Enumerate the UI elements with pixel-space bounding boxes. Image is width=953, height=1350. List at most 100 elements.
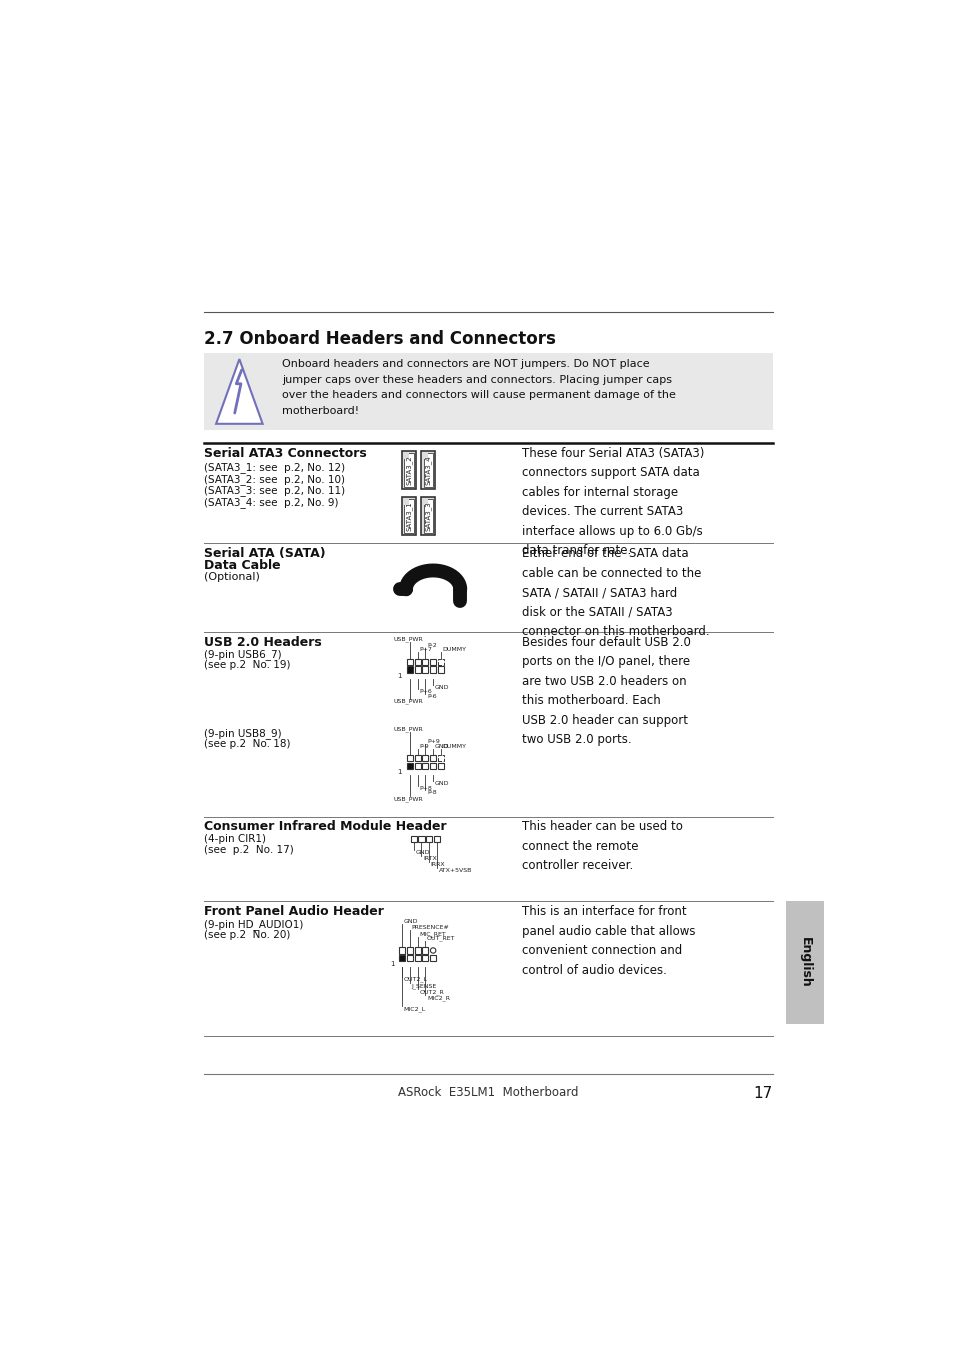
Bar <box>406 948 413 953</box>
Bar <box>423 454 433 487</box>
Bar <box>398 954 405 961</box>
Text: Data Cable: Data Cable <box>204 559 281 572</box>
Bar <box>437 667 443 672</box>
Bar <box>204 352 772 429</box>
Text: (see p.2  No. 18): (see p.2 No. 18) <box>204 738 291 749</box>
Bar <box>402 451 416 489</box>
Text: P-9: P-9 <box>418 744 429 749</box>
Bar <box>415 954 420 961</box>
Bar <box>398 948 405 953</box>
Text: (see  p.2  No. 17): (see p.2 No. 17) <box>204 845 294 855</box>
Text: (4-pin CIR1): (4-pin CIR1) <box>204 834 266 844</box>
Bar <box>406 954 413 961</box>
Text: Front Panel Audio Header: Front Panel Audio Header <box>204 904 384 918</box>
Text: MIC_RET: MIC_RET <box>418 931 445 937</box>
Polygon shape <box>216 359 262 424</box>
Text: USB_PWR: USB_PWR <box>393 796 423 802</box>
Bar <box>404 500 409 505</box>
Text: ATX+5VSB: ATX+5VSB <box>438 868 472 873</box>
Text: GND: GND <box>415 849 430 855</box>
Text: OUT2_R: OUT2_R <box>418 990 443 995</box>
Text: P-6: P-6 <box>427 694 436 699</box>
Bar <box>402 497 416 536</box>
Text: GND: GND <box>403 919 417 925</box>
Text: 1: 1 <box>390 961 394 968</box>
Bar <box>406 667 413 672</box>
Bar <box>406 659 413 664</box>
Bar <box>430 659 436 664</box>
Text: USB_PWR: USB_PWR <box>393 636 423 641</box>
Text: SATA3_2: SATA3_2 <box>405 455 412 485</box>
Text: MIC2_R: MIC2_R <box>427 995 450 1000</box>
Text: GND: GND <box>435 744 449 749</box>
Text: English: English <box>798 937 811 988</box>
Text: SATA3_4: SATA3_4 <box>425 455 432 485</box>
Bar <box>785 902 823 1025</box>
Text: 1: 1 <box>397 769 402 775</box>
Bar <box>422 755 428 761</box>
Text: (Optional): (Optional) <box>204 571 260 582</box>
Bar <box>404 454 409 459</box>
Text: Consumer Infrared Module Header: Consumer Infrared Module Header <box>204 821 447 833</box>
Bar <box>421 497 435 536</box>
Text: SATA3_1: SATA3_1 <box>405 501 412 531</box>
Bar <box>410 836 416 842</box>
Text: 17: 17 <box>753 1085 772 1102</box>
Text: (SATA3_2: see  p.2, No. 10): (SATA3_2: see p.2, No. 10) <box>204 474 345 485</box>
Text: J_SENSE: J_SENSE <box>411 983 436 988</box>
Bar <box>418 836 424 842</box>
Bar <box>430 755 436 761</box>
Bar <box>415 667 420 672</box>
Text: Either end of the  SATA data
cable can be connected to the
SATA / SATAII / SATA3: Either end of the SATA data cable can be… <box>521 547 709 639</box>
Text: SATA3_3: SATA3_3 <box>425 501 432 531</box>
Text: P+9: P+9 <box>427 738 439 744</box>
Text: ASRock  E35LM1  Motherboard: ASRock E35LM1 Motherboard <box>397 1085 578 1099</box>
Text: MIC2_L: MIC2_L <box>403 1006 425 1011</box>
Bar <box>422 948 428 953</box>
Text: DUMMY: DUMMY <box>442 648 466 652</box>
Text: 1: 1 <box>397 672 402 679</box>
Text: Besides four default USB 2.0
ports on the I/O panel, there
are two USB 2.0 heade: Besides four default USB 2.0 ports on th… <box>521 636 690 747</box>
Text: This header can be used to
connect the remote
controller receiver.: This header can be used to connect the r… <box>521 821 682 872</box>
Bar <box>422 667 428 672</box>
Text: P-2: P-2 <box>427 643 436 648</box>
Bar <box>437 755 443 761</box>
Text: OUT_RET: OUT_RET <box>427 936 455 941</box>
Bar <box>415 659 420 664</box>
Bar <box>426 836 432 842</box>
Bar <box>430 954 436 961</box>
Bar <box>404 500 414 533</box>
Bar <box>430 667 436 672</box>
Text: USB_PWR: USB_PWR <box>393 699 423 705</box>
Text: DUMMY: DUMMY <box>442 744 466 749</box>
Bar <box>404 454 414 487</box>
Text: GND: GND <box>435 782 449 786</box>
Bar <box>415 763 420 768</box>
Bar <box>434 836 439 842</box>
Bar <box>437 763 443 768</box>
Text: GND: GND <box>435 684 449 690</box>
Text: USB 2.0 Headers: USB 2.0 Headers <box>204 636 322 648</box>
Text: 2.7 Onboard Headers and Connectors: 2.7 Onboard Headers and Connectors <box>204 329 556 348</box>
Text: Serial ATA (SATA): Serial ATA (SATA) <box>204 547 326 560</box>
Bar <box>406 763 413 768</box>
Bar <box>430 763 436 768</box>
Text: (SATA3_1: see  p.2, No. 12): (SATA3_1: see p.2, No. 12) <box>204 462 345 474</box>
Bar <box>422 763 428 768</box>
Bar <box>415 755 420 761</box>
Text: (SATA3_4: see  p.2, No. 9): (SATA3_4: see p.2, No. 9) <box>204 497 338 508</box>
Text: PRESENCE#: PRESENCE# <box>411 926 449 930</box>
Text: P-8: P-8 <box>427 790 436 795</box>
Text: This is an interface for front
panel audio cable that allows
convenient connecti: This is an interface for front panel aud… <box>521 904 695 976</box>
Text: OUT2_L: OUT2_L <box>403 976 427 983</box>
Text: P+7: P+7 <box>418 648 432 652</box>
Text: USB_PWR: USB_PWR <box>393 726 423 732</box>
Text: (9-pin HD_AUDIO1): (9-pin HD_AUDIO1) <box>204 919 304 930</box>
Bar <box>437 659 443 664</box>
Text: P+8: P+8 <box>418 786 432 791</box>
Bar <box>422 659 428 664</box>
Bar <box>423 500 428 505</box>
Text: (see p.2  No. 19): (see p.2 No. 19) <box>204 660 291 670</box>
Text: IRRX: IRRX <box>431 861 445 867</box>
Text: (see p.2  No. 20): (see p.2 No. 20) <box>204 930 291 940</box>
